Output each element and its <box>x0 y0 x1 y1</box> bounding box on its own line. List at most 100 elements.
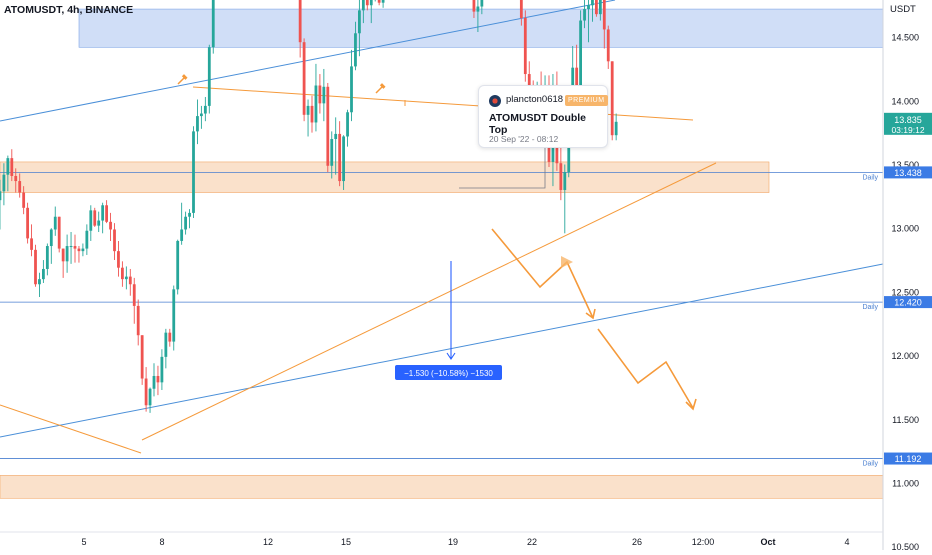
candle[interactable] <box>563 164 567 234</box>
candle[interactable] <box>105 200 108 224</box>
candle[interactable] <box>45 243 49 276</box>
candle[interactable] <box>148 387 152 413</box>
candle[interactable] <box>81 243 85 257</box>
candle[interactable] <box>476 0 480 33</box>
author-name[interactable]: plancton0618 <box>506 94 564 105</box>
double-top-neckline[interactable] <box>192 86 694 121</box>
candle[interactable] <box>85 224 89 255</box>
candle[interactable] <box>306 99 310 137</box>
candle[interactable] <box>595 0 598 17</box>
candle[interactable] <box>354 21 357 71</box>
candle[interactable] <box>318 74 322 114</box>
candle[interactable] <box>69 232 73 264</box>
candle[interactable] <box>42 260 45 283</box>
rising-trendline[interactable] <box>141 162 717 441</box>
candle[interactable] <box>124 266 128 290</box>
candle[interactable] <box>377 0 381 6</box>
candle[interactable] <box>140 335 144 385</box>
candle[interactable] <box>109 212 112 241</box>
candle[interactable] <box>598 0 602 21</box>
idea-card[interactable]: plancton0618 PREMIUM ATOMUSDT Double Top… <box>478 85 608 148</box>
candle[interactable] <box>132 277 136 324</box>
candle[interactable] <box>346 109 349 147</box>
candle[interactable] <box>93 207 97 227</box>
candle[interactable] <box>180 202 184 245</box>
candle[interactable] <box>152 363 156 397</box>
zigzag-arrow-1[interactable] <box>491 228 594 319</box>
candle[interactable] <box>610 61 614 141</box>
candle[interactable] <box>184 211 187 235</box>
candle[interactable] <box>472 0 476 18</box>
candle[interactable] <box>128 268 132 296</box>
candle[interactable] <box>160 349 164 390</box>
candle[interactable] <box>381 0 385 8</box>
candle[interactable] <box>0 179 2 230</box>
candle[interactable] <box>606 25 610 69</box>
candle[interactable] <box>559 140 563 201</box>
candle[interactable] <box>358 0 361 57</box>
candle[interactable] <box>34 244 37 287</box>
candle[interactable] <box>192 126 195 219</box>
candle[interactable] <box>89 205 93 241</box>
candle[interactable] <box>302 38 306 122</box>
candle[interactable] <box>338 121 342 187</box>
candle[interactable] <box>49 228 53 264</box>
candle[interactable] <box>30 224 33 257</box>
candle[interactable] <box>196 99 199 145</box>
candle[interactable] <box>18 173 22 198</box>
candle[interactable] <box>587 0 590 43</box>
candle[interactable] <box>156 365 160 396</box>
candle[interactable] <box>602 0 606 49</box>
candle[interactable] <box>61 248 65 278</box>
candle[interactable] <box>38 272 41 297</box>
candle[interactable] <box>342 135 345 190</box>
candle[interactable] <box>73 234 77 263</box>
candle[interactable] <box>365 0 369 11</box>
candle[interactable] <box>144 367 148 412</box>
candle[interactable] <box>164 328 168 369</box>
candle[interactable] <box>136 299 140 346</box>
candle[interactable] <box>369 0 373 24</box>
candle[interactable] <box>22 186 26 215</box>
candle[interactable] <box>10 149 14 182</box>
candle[interactable] <box>298 0 302 58</box>
candle[interactable] <box>172 285 176 351</box>
candle[interactable] <box>121 261 124 287</box>
candle[interactable] <box>117 240 120 277</box>
upper-trendline[interactable] <box>0 0 616 122</box>
candle[interactable] <box>14 168 18 193</box>
candle[interactable] <box>176 239 180 295</box>
candle[interactable] <box>2 163 6 206</box>
candle[interactable] <box>207 44 211 114</box>
candle[interactable] <box>57 216 61 253</box>
candle[interactable] <box>113 223 116 261</box>
candle[interactable] <box>374 0 377 2</box>
candle[interactable] <box>53 206 57 236</box>
price-axis[interactable] <box>883 0 932 550</box>
candle[interactable] <box>326 82 330 173</box>
candle[interactable] <box>101 202 105 234</box>
candle[interactable] <box>330 131 334 179</box>
candle[interactable] <box>350 49 353 122</box>
candle[interactable] <box>314 63 318 132</box>
candle[interactable] <box>77 246 81 263</box>
candle[interactable] <box>203 96 207 122</box>
candle[interactable] <box>168 328 172 347</box>
candle[interactable] <box>6 155 10 192</box>
candle[interactable] <box>65 234 69 273</box>
lower-trendline[interactable] <box>0 263 884 438</box>
candle[interactable] <box>26 202 29 244</box>
candle[interactable] <box>188 209 191 229</box>
candle[interactable] <box>361 0 365 24</box>
candle[interactable] <box>591 0 594 22</box>
candle[interactable] <box>480 0 484 15</box>
projection-path[interactable] <box>597 328 694 409</box>
candle[interactable] <box>322 68 326 122</box>
candle[interactable] <box>523 10 527 82</box>
candle[interactable] <box>310 95 314 133</box>
candle[interactable] <box>97 211 101 233</box>
candle[interactable] <box>334 117 338 175</box>
candle[interactable] <box>583 0 586 29</box>
candle[interactable] <box>614 113 618 141</box>
